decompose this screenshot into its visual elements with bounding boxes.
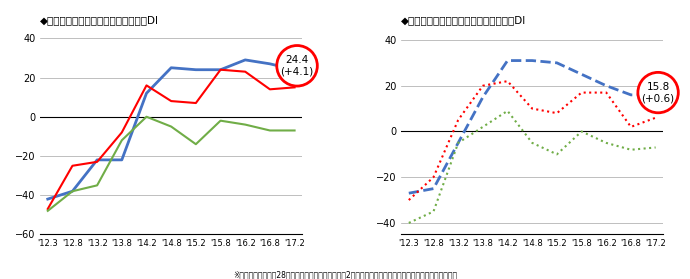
Text: 15.8
(+0.6): 15.8 (+0.6) bbox=[642, 82, 675, 104]
Text: ◆現在の土地取引状況の判断に関するDI: ◆現在の土地取引状況の判断に関するDI bbox=[40, 15, 159, 25]
Text: ◆１年後の土地取引状況の予想に関するDI: ◆１年後の土地取引状況の予想に関するDI bbox=[402, 15, 526, 25]
Text: 24.4
(+4.1): 24.4 (+4.1) bbox=[280, 55, 314, 77]
Text: ※国土交通省「平成28年度『土地取引動向調査（第2回調査）』」をもとに東急リバブル株式会社が作成: ※国土交通省「平成28年度『土地取引動向調査（第2回調査）』」をもとに東急リバブ… bbox=[233, 271, 457, 279]
